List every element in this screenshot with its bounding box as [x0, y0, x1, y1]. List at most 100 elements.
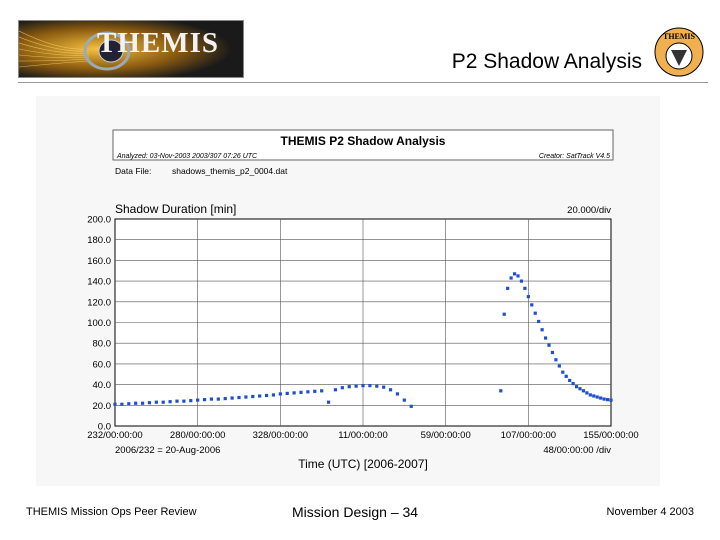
data-point: [140, 401, 145, 405]
data-point: [571, 381, 575, 386]
data-point: [561, 370, 565, 374]
analyzed-text: Analyzed: 03-Nov-2003 2003/307 07:26 UTC: [116, 153, 258, 160]
x-tick-label: 155/00:00:00: [583, 430, 638, 441]
data-point: [175, 399, 179, 403]
x-tick-label: 328/00:00:00: [253, 430, 308, 441]
data-point: [592, 394, 596, 398]
y-tick-labels: 0.0 20.0 40.0 60.0 80.0 100.0 120.0 140.0 160.0 1…: [87, 215, 111, 433]
data-point: [120, 402, 124, 406]
y-tick-label: 180.0: [87, 235, 111, 246]
x-epoch-note: 2006/232 = 20-Aug-2006: [115, 445, 220, 456]
themis-logo: THEMIS: [18, 20, 244, 78]
data-point: [581, 389, 586, 393]
data-point: [537, 319, 541, 324]
data-point: [533, 311, 537, 315]
data-point: [196, 398, 200, 402]
data-point: [237, 395, 241, 400]
data-point: [354, 384, 358, 388]
data-point: [519, 279, 524, 283]
data-point: [113, 402, 117, 406]
y-tick-label: 80.0: [93, 339, 112, 350]
data-point: [523, 286, 527, 290]
data-point: [574, 385, 579, 389]
data-point: [258, 394, 262, 398]
data-point: [230, 396, 234, 400]
data-point: [585, 391, 589, 395]
data-point: [402, 398, 406, 402]
y-scale-note: 20.000/div: [567, 205, 611, 216]
data-point: [499, 389, 503, 393]
data-point: [526, 295, 530, 299]
data-point: [154, 400, 158, 404]
data-point: [189, 399, 193, 403]
data-point: [409, 404, 413, 408]
badge-text: THEMIS: [663, 32, 696, 41]
data-point: [540, 328, 544, 332]
chart-grid: [114, 218, 612, 427]
data-point: [502, 312, 506, 316]
data-point: [209, 397, 214, 401]
data-point: [602, 397, 606, 401]
data-point: [326, 400, 331, 404]
data-points: [113, 272, 613, 408]
data-point: [506, 286, 510, 290]
data-point: [557, 364, 561, 368]
data-point: [299, 390, 303, 394]
logo-text: THEMIS: [97, 27, 220, 59]
title-divider: [18, 82, 708, 83]
data-point: [223, 396, 227, 401]
data-point: [543, 336, 548, 340]
data-point: [340, 386, 344, 390]
y-axis-label: Shadow Duration [min]: [115, 202, 236, 216]
data-point: [182, 399, 186, 403]
footer-left: THEMIS Mission Ops Peer Review: [26, 506, 197, 518]
slide-title: P2 Shadow Analysis: [451, 50, 642, 73]
y-tick-label: 0.0: [98, 422, 111, 433]
data-point: [147, 401, 152, 405]
data-point: [388, 388, 393, 392]
data-point: [320, 389, 324, 393]
data-point: [509, 276, 513, 280]
data-point: [271, 393, 276, 397]
data-file-name: shadows_themis_p2_0004.dat: [172, 166, 288, 176]
data-point: [599, 396, 603, 400]
y-tick-label: 40.0: [93, 380, 112, 391]
y-tick-label: 140.0: [87, 277, 111, 288]
data-point: [292, 391, 296, 395]
y-tick-label: 20.0: [93, 401, 112, 412]
data-point: [609, 398, 613, 402]
data-point: [568, 378, 572, 383]
themis-badge-logo: THEMIS: [654, 27, 704, 77]
data-point: [278, 392, 282, 396]
data-point: [264, 393, 269, 398]
x-scale-note: 48/00:00:00 /div: [543, 445, 611, 456]
data-point: [547, 343, 551, 347]
y-tick-label: 200.0: [87, 215, 111, 226]
data-point: [605, 398, 610, 402]
data-point: [382, 385, 386, 389]
x-tick-label: 11/00:00:00: [338, 430, 387, 441]
y-tick-label: 60.0: [93, 359, 112, 370]
y-tick-label: 120.0: [87, 297, 111, 308]
data-point: [161, 400, 165, 404]
plot-title: THEMIS P2 Shadow Analysis: [281, 134, 446, 148]
logo-swirl-graphic: [19, 21, 243, 77]
plot-header-box: [112, 129, 614, 161]
data-point: [313, 389, 317, 393]
data-point: [347, 385, 351, 389]
data-point: [578, 387, 582, 391]
data-point: [251, 394, 255, 399]
x-axis-label: Time (UTC) [2006-2007]: [298, 457, 428, 471]
x-tick-label: 59/00:00:00: [421, 430, 471, 441]
data-point: [564, 374, 568, 378]
data-point: [361, 384, 365, 388]
data-point: [306, 390, 310, 394]
data-point: [554, 358, 558, 362]
data-point: [244, 395, 248, 399]
data-file-label: Data File:: [115, 166, 151, 176]
footer-center: Mission Design – 34: [292, 504, 419, 520]
data-point: [395, 392, 400, 396]
data-point: [285, 391, 289, 395]
data-point: [512, 272, 517, 276]
data-point: [333, 388, 338, 392]
